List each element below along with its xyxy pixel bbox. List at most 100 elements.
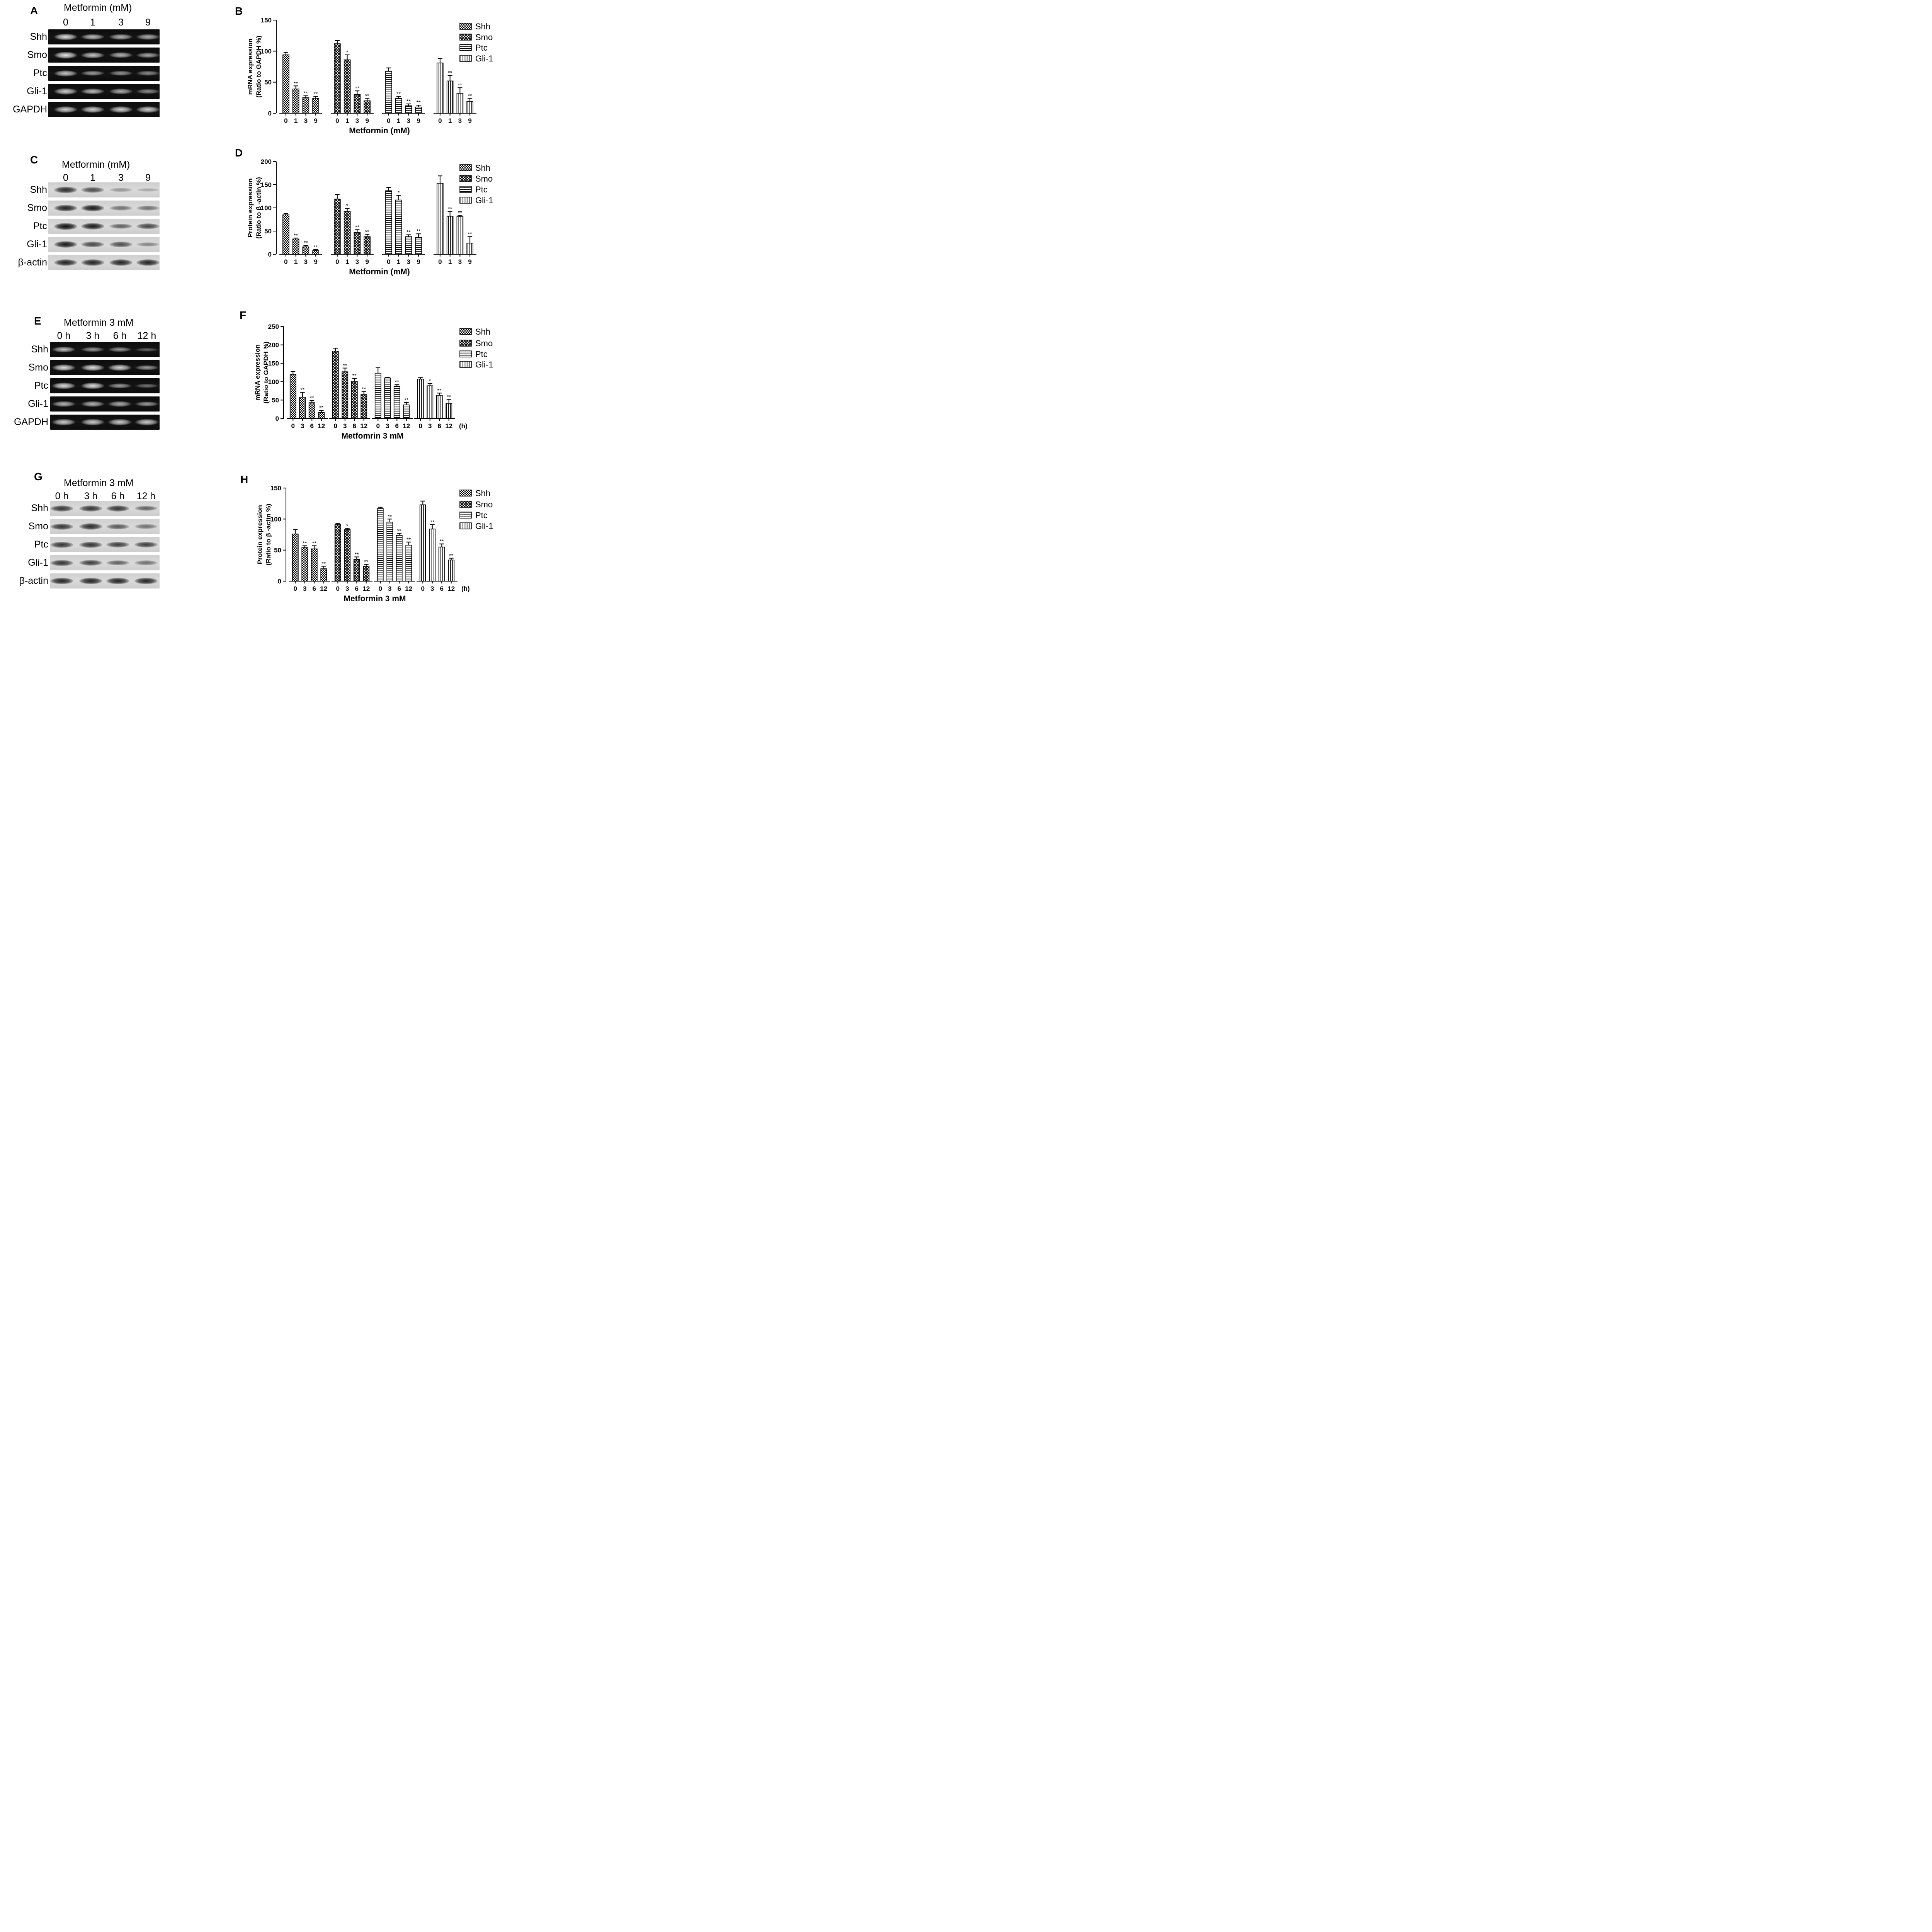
legend-label: Ptc <box>475 349 488 359</box>
significance-label: ** <box>388 513 392 519</box>
legend-swatch <box>459 186 472 193</box>
blot-band <box>134 578 158 584</box>
significance-label: ** <box>449 553 453 559</box>
blot-panel-g: G Metformin 3 mM 0 h 3 h 6 h 12 h Shh Smo Ptc Gli… <box>0 468 162 595</box>
blot-band <box>108 401 131 407</box>
blot-strip <box>50 342 160 357</box>
bar <box>446 216 454 255</box>
y-tick-label: 50 <box>272 396 279 404</box>
x-axis-label: Metformin (mM) <box>349 267 410 276</box>
blot-band <box>135 401 158 407</box>
x-tick-label: 0 <box>438 117 442 124</box>
blot-row-label: Shh <box>30 31 47 42</box>
blot-band <box>134 505 158 511</box>
x-tick-label: 0 <box>334 422 337 430</box>
blot-band <box>81 364 104 371</box>
blot-band <box>109 242 133 247</box>
x-tick-label: 3 <box>304 258 308 265</box>
lane-label: 6 h <box>111 491 125 502</box>
blot-band <box>109 34 133 40</box>
x-tick-label: 6 <box>310 422 314 430</box>
blot-band <box>134 524 158 529</box>
legend-label: Gli-1 <box>475 521 493 531</box>
blot-band <box>52 346 75 353</box>
x-tick-label: 3 <box>343 422 347 430</box>
legend-label: Shh <box>475 22 490 31</box>
blot-band <box>50 541 73 548</box>
bar <box>299 396 306 419</box>
significance-label: ** <box>458 209 462 216</box>
blot-band <box>54 33 77 41</box>
y-tick-label: 0 <box>268 251 272 258</box>
bar <box>292 88 299 114</box>
blot-row-label: Ptc <box>34 380 48 391</box>
significance-label: * <box>398 190 400 196</box>
x-tick-label: 0 <box>438 258 442 265</box>
x-tick-label: 1 <box>345 258 349 265</box>
x-tick-label: 12 <box>320 585 327 592</box>
significance-label: ** <box>406 536 411 543</box>
significance-label: ** <box>343 362 347 369</box>
chart-h: H 0 50 100 150 Protein expression (Ratio to β … <box>240 473 493 603</box>
blot-panel-e: E Metformin 3 mM 0 h 3 h 6 h 12 h Shh Smo Ptc Gli… <box>0 311 162 435</box>
bar <box>386 522 393 582</box>
blot-band <box>79 505 102 512</box>
legend-label: Gli-1 <box>475 196 493 205</box>
significance-label: ** <box>304 240 308 246</box>
blot-band <box>106 541 129 548</box>
blot-row-label: Gli-1 <box>28 557 48 568</box>
lane-label: 3 <box>118 17 124 28</box>
x-tick-label: 0 <box>294 585 297 592</box>
x-tick-label: 0 <box>335 258 339 265</box>
blot-band <box>81 223 104 230</box>
legend-label: Ptc <box>475 43 488 53</box>
x-tick-label: 3 <box>355 258 359 265</box>
legend-swatch <box>459 164 472 171</box>
blot-band <box>54 106 77 113</box>
blot-band <box>109 88 133 94</box>
blot-row-label: Smo <box>27 49 47 60</box>
blot-band <box>81 106 104 113</box>
blot-band <box>135 347 158 352</box>
blot-band <box>52 364 75 371</box>
blot-band <box>109 223 133 229</box>
legend-label: Smo <box>475 174 493 184</box>
y-axis-label-2: (Ratio to β -actin %) <box>265 504 272 566</box>
x-tick-label: 6 <box>313 585 316 592</box>
blot-strip <box>48 102 160 117</box>
legend-label: Smo <box>475 338 493 348</box>
significance-label: ** <box>468 92 472 99</box>
significance-label: ** <box>397 527 401 534</box>
blot-strip <box>48 84 160 99</box>
legend-swatch <box>459 34 472 41</box>
y-tick-label: 150 <box>261 181 272 189</box>
x-tick-label: 9 <box>468 258 471 265</box>
legend-label: Shh <box>475 327 490 337</box>
bar <box>395 199 402 255</box>
blot-strip <box>48 182 160 197</box>
blot-band <box>81 382 104 389</box>
bar <box>364 236 371 255</box>
x-tick-label: 1 <box>448 258 452 265</box>
blot-band <box>109 71 133 76</box>
bar <box>311 548 318 582</box>
bar <box>405 236 412 255</box>
blot-band <box>81 242 104 247</box>
blot-band <box>81 347 104 352</box>
x-tick-label: 3 <box>407 117 410 124</box>
significance-label: ** <box>395 379 399 385</box>
blot-band <box>81 52 104 58</box>
bar <box>302 247 310 255</box>
lane-label: 9 <box>145 172 151 183</box>
bar <box>405 105 412 114</box>
bar <box>436 395 443 419</box>
lane-label: 3 <box>118 172 124 183</box>
x-tick-label: 9 <box>365 258 369 265</box>
blot-band <box>106 578 129 584</box>
chart-f: F 0 50 100 150 200 250 mRNA expression (Ratio to… <box>240 309 493 440</box>
blot-band <box>81 34 104 40</box>
panel-letter: D <box>235 147 243 159</box>
blot-row-label: Ptc <box>33 221 47 231</box>
y-tick-label: 250 <box>268 323 279 330</box>
